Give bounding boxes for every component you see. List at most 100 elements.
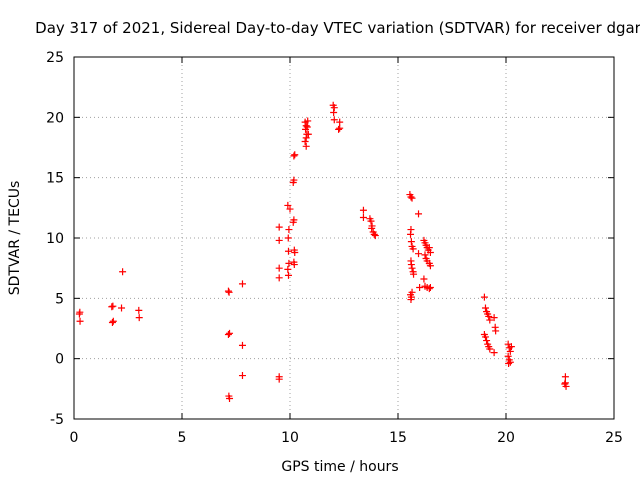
data-point [291,151,299,159]
data-point [225,288,233,296]
data-point [368,224,376,232]
data-point [238,372,246,380]
data-point [275,375,283,383]
data-point [407,238,415,246]
y-tick-label: 20 [46,110,64,126]
data-point [76,317,84,325]
data-point [135,306,143,314]
y-tick-label: 0 [55,352,64,368]
data-point [335,125,343,133]
x-tick-label: 5 [178,430,187,446]
data-point [507,343,515,351]
y-tick-label: -5 [50,412,64,428]
data-point [359,213,367,221]
data-point [302,134,310,142]
y-tick-label: 25 [46,50,64,66]
data-point [285,259,293,267]
data-point [284,201,292,209]
data-point [290,261,298,269]
x-axis-label: GPS time / hours [281,459,398,475]
data-point [284,234,292,242]
data-point [420,275,428,283]
data-point [336,118,344,126]
data-point [421,251,429,259]
data-point [359,206,367,214]
data-point [118,304,126,312]
data-point [486,345,494,353]
data-point [290,152,298,160]
data-point [367,217,375,225]
data-point [76,308,84,316]
data-point [409,245,417,253]
data-point [407,261,415,269]
data-point [291,248,299,256]
data-point [480,293,488,301]
data-point [561,373,569,381]
data-point [275,223,283,231]
data-point [485,312,493,320]
data-point [238,341,246,349]
data-point [301,137,309,145]
data-point [416,283,424,291]
data-point [303,123,311,131]
chart-title: Day 317 of 2021, Sidereal Day-to-day VTE… [35,19,640,37]
data-point [224,287,232,295]
data-point [506,347,514,355]
data-point [483,337,491,345]
x-tick-label: 10 [281,430,299,446]
data-point [285,226,293,234]
data-point [410,270,418,278]
data-point [492,327,500,335]
data-point [481,304,489,312]
x-tick-label: 15 [389,430,407,446]
data-point [330,109,338,117]
data-point [506,358,514,366]
y-axis-label: SDTVAR / TECUs [7,181,23,296]
data-point [426,248,434,256]
data-point [226,394,234,402]
y-tick-label: 5 [55,291,64,307]
data-point [426,262,434,270]
data-point [407,230,415,238]
data-point [408,194,416,202]
data-point [290,176,298,184]
data-point [238,280,246,288]
data-point [481,333,489,341]
data-point [425,285,433,293]
data-points [75,101,570,402]
data-point [302,142,310,150]
data-point [415,210,423,218]
y-tick-label: 15 [46,171,64,187]
data-point [108,303,116,311]
data-point [561,380,569,388]
data-point [284,247,292,255]
data-point [426,283,434,291]
data-point [504,352,512,360]
data-point [407,296,415,304]
data-point [119,268,127,276]
data-point [490,314,498,322]
plot-frame [73,56,615,420]
data-point [486,316,494,324]
data-point [330,116,338,124]
data-point [109,317,117,325]
data-point [286,205,294,213]
data-point [275,264,283,272]
data-point [284,271,292,279]
x-tick-label: 20 [497,430,515,446]
data-point [415,250,423,258]
data-point [108,318,116,326]
data-point [408,288,416,296]
data-point [109,302,117,310]
x-tick-label: 25 [605,430,623,446]
data-point [505,359,513,367]
data-point [336,124,344,132]
data-point [304,130,312,138]
x-tick-label: 0 [70,430,79,446]
data-point [370,230,378,238]
data-point [302,122,310,130]
data-point [371,232,379,240]
data-point [290,216,298,224]
data-point [330,104,338,112]
data-point [275,274,283,282]
